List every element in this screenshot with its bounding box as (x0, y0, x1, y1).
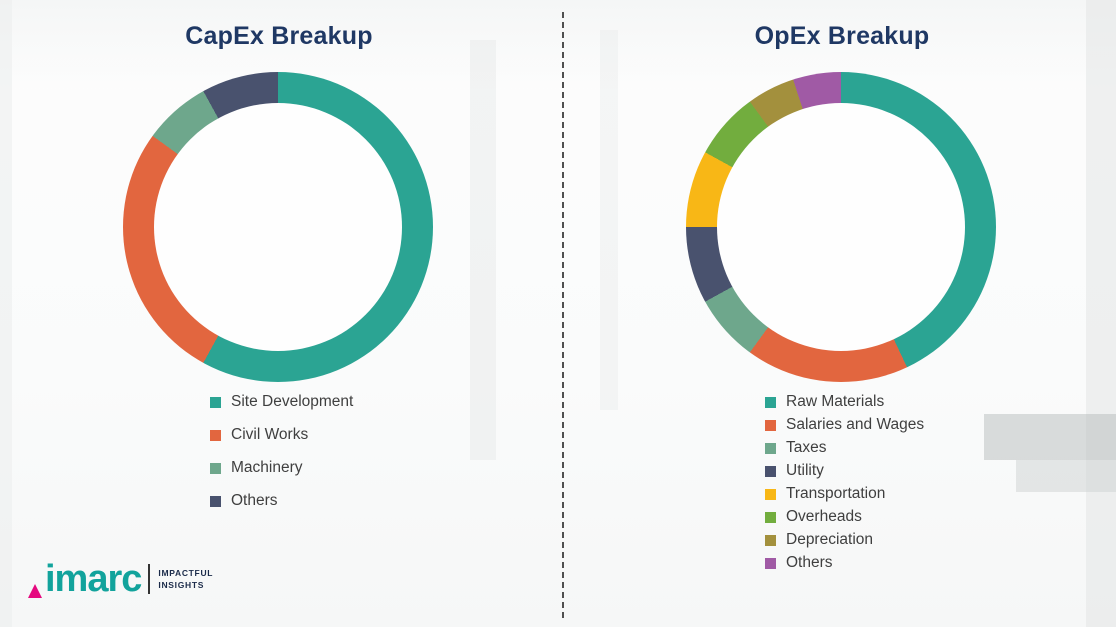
legend-label: Site Development (231, 393, 354, 410)
capex-panel: CapEx Breakup Site Development Civil Work… (123, 22, 433, 524)
imarc-logo: imarc IMPACTFUL INSIGHTS (28, 556, 213, 602)
legend-item: Overheads (765, 507, 924, 527)
legend-label: Utility (786, 462, 824, 479)
legend-swatch (765, 396, 776, 408)
legend-item: Taxes (765, 438, 924, 458)
legend-item: Site Development (210, 392, 353, 412)
legend-item: Civil Works (210, 425, 353, 445)
logo-wordmark: imarc (45, 558, 142, 600)
legend-swatch (765, 557, 776, 569)
legend-swatch (765, 488, 776, 500)
legend-item: Others (765, 553, 924, 573)
legend-label: Overheads (786, 508, 862, 525)
legend-swatch (765, 534, 776, 546)
legend-swatch (765, 511, 776, 523)
legend-item: Transportation (765, 484, 924, 504)
logo-tagline: IMPACTFUL INSIGHTS (158, 567, 213, 592)
opex-donut-hole (717, 103, 965, 351)
opex-legend: Raw Materials Salaries and Wages Taxes Util… (765, 392, 924, 576)
legend-swatch (210, 429, 221, 441)
legend-label: Depreciation (786, 531, 874, 548)
legend-label: Civil Works (231, 426, 309, 443)
legend-label: Raw Materials (786, 393, 885, 410)
legend-swatch (765, 442, 776, 454)
legend-label: Salaries and Wages (786, 416, 925, 433)
capex-donut-chart (123, 72, 433, 382)
legend-swatch (765, 465, 776, 477)
logo-tagline-line2: INSIGHTS (158, 580, 205, 590)
legend-label: Transportation (786, 485, 886, 502)
legend-item: Depreciation (765, 530, 924, 550)
capex-legend: Site Development Civil Works Machinery Othe… (210, 392, 353, 524)
vertical-dashed-divider (562, 12, 564, 618)
capex-donut-hole (154, 103, 402, 351)
legend-swatch (210, 396, 221, 408)
legend-swatch (210, 462, 221, 474)
legend-label: Machinery (231, 459, 303, 476)
legend-item: Raw Materials (765, 392, 924, 412)
legend-item: Others (210, 491, 353, 511)
legend-swatch (765, 419, 776, 431)
capex-chart-title: CapEx Breakup (185, 22, 373, 50)
legend-label: Others (231, 492, 278, 509)
opex-chart-title: OpEx Breakup (754, 22, 930, 50)
capex-donut-ring (123, 72, 433, 382)
legend-label: Taxes (786, 439, 827, 456)
opex-panel: OpEx Breakup Raw Materials Salaries and W… (568, 0, 1116, 627)
opex-donut-ring (686, 72, 996, 382)
legend-item: Salaries and Wages (765, 415, 924, 435)
logo-divider-bar (148, 564, 151, 594)
logo-accent-triangle-icon (28, 584, 42, 598)
legend-swatch (210, 495, 221, 507)
legend-label: Others (786, 554, 833, 571)
logo-tagline-line1: IMPACTFUL (158, 567, 214, 578)
legend-item: Utility (765, 461, 924, 481)
opex-donut-chart (686, 72, 996, 382)
legend-item: Machinery (210, 458, 353, 478)
